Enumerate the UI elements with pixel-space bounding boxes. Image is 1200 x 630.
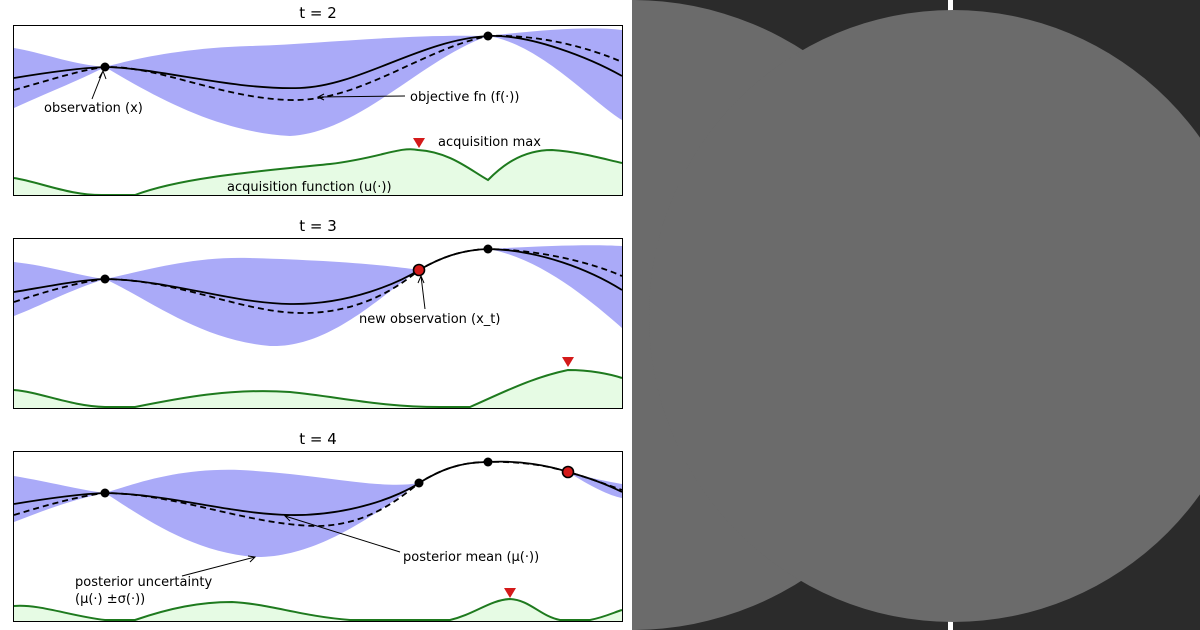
acquisition-max-marker: [504, 588, 516, 598]
acquisition-curve: [13, 368, 623, 408]
observation-point: [414, 478, 424, 488]
observation-point: [483, 457, 493, 467]
panel-t4: t = 4 posterior mean (μ(·)) posterior un…: [13, 430, 623, 622]
panel-title-t4: t = 4: [299, 430, 337, 448]
observation-point: [100, 488, 110, 498]
annotation-arrow: [283, 514, 401, 553]
gray-half-disc-right: [649, 10, 1200, 622]
panel-title-t3: t = 3: [299, 217, 337, 235]
observation-point: [483, 244, 493, 254]
uncertainty-band: [14, 461, 622, 558]
annotation-new-observation: new observation (x_t): [359, 312, 500, 327]
observation-point: [100, 274, 110, 284]
acquisition-max-marker: [562, 357, 574, 367]
panel-t2: t = 2 observation (x) objective fn (f(·)…: [13, 4, 623, 197]
annotation-posterior-mean: posterior mean (μ(·)): [403, 550, 539, 565]
panel-title-t2: t = 2: [299, 4, 337, 22]
annotation-arrow: [91, 69, 107, 100]
annotation-arrow: [181, 555, 257, 577]
figure-canvas: t = 2 observation (x) objective fn (f(·)…: [13, 4, 623, 622]
annotation-acquisition-fn: acquisition function (u(·)): [227, 180, 392, 195]
posterior-mean-curve: [13, 35, 623, 89]
annotation-arrow: [417, 274, 426, 310]
bayesian-optimization-figure: t = 2 observation (x) objective fn (f(·)…: [13, 4, 623, 622]
acquisition-area: [14, 370, 622, 408]
panel-t3: t = 3 new observation (x_t): [13, 217, 623, 409]
uncertainty-band: [14, 245, 622, 347]
acquisition-area: [14, 149, 622, 196]
panel-frame: [13, 451, 623, 622]
annotation-arrow: [316, 93, 406, 101]
annotation-acquisition-max: acquisition max: [438, 135, 541, 150]
uncertainty-band: [14, 28, 622, 136]
dark-overlay-area: [632, 0, 1200, 630]
acquisition-max-marker: [413, 138, 425, 148]
acquisition-curve: [13, 597, 623, 621]
panel-frame: [13, 238, 623, 409]
acquisition-area: [14, 599, 622, 621]
annotation-objective-fn: objective fn (f(·)): [410, 90, 519, 105]
new-observation-point: [561, 465, 575, 479]
annotation-posterior-uncertainty: posterior uncertainty: [75, 575, 212, 590]
annotation-observation: observation (x): [44, 101, 143, 116]
new-observation-point: [412, 263, 426, 277]
observation-point: [483, 31, 493, 41]
panel-frame: [13, 25, 623, 196]
annotation-posterior-uncertainty-formula: (μ(·) ±σ(·)): [75, 592, 145, 607]
observation-point: [100, 62, 110, 72]
